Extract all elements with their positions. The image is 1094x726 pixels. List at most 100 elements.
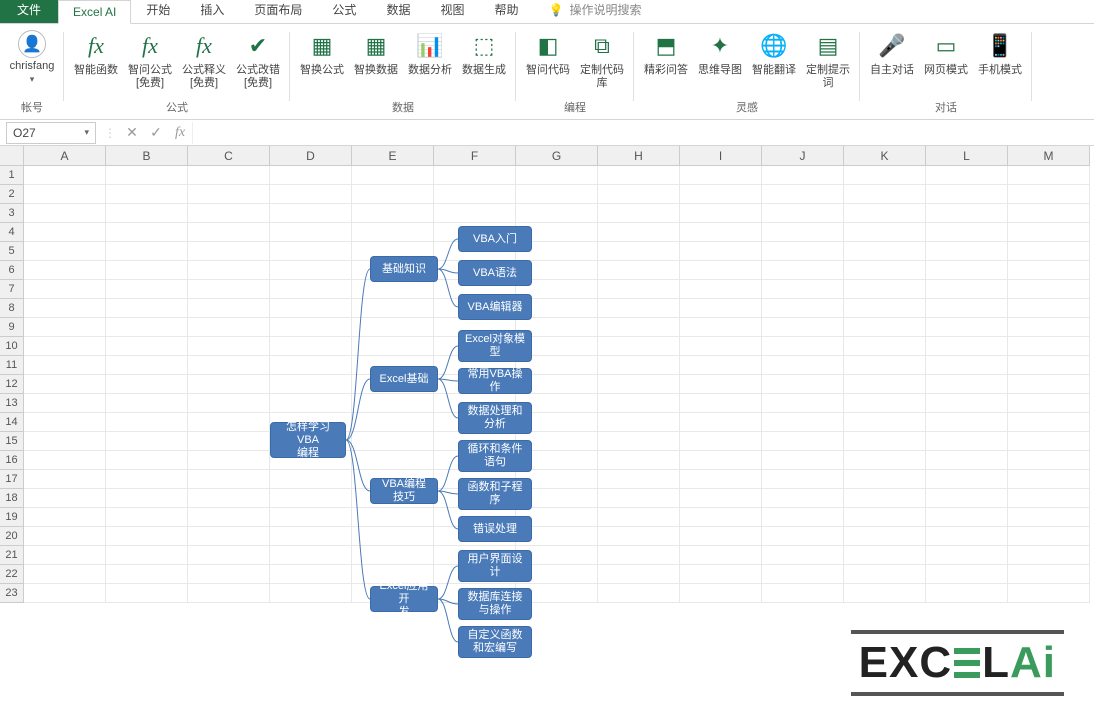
row-header[interactable]: 18	[0, 489, 24, 508]
ribbon-button[interactable]: ⬚数据生成	[458, 28, 510, 79]
row-header[interactable]: 14	[0, 413, 24, 432]
cell[interactable]	[926, 432, 1008, 451]
cell[interactable]	[24, 204, 106, 223]
cell[interactable]	[188, 451, 270, 470]
cell[interactable]	[516, 166, 598, 185]
cell[interactable]	[434, 546, 516, 565]
cell[interactable]	[106, 432, 188, 451]
column-header[interactable]: C	[188, 146, 270, 166]
column-header[interactable]: B	[106, 146, 188, 166]
enter-button[interactable]: ✓	[144, 124, 168, 141]
cell[interactable]	[352, 546, 434, 565]
cell[interactable]	[598, 318, 680, 337]
cell[interactable]	[352, 394, 434, 413]
cell[interactable]	[352, 242, 434, 261]
cell[interactable]	[106, 470, 188, 489]
cell[interactable]	[1008, 565, 1090, 584]
cell[interactable]	[844, 565, 926, 584]
cell[interactable]	[598, 375, 680, 394]
ribbon-button[interactable]: ✦思维导图	[694, 28, 746, 79]
cell[interactable]	[352, 584, 434, 603]
cell[interactable]	[598, 470, 680, 489]
column-header[interactable]: J	[762, 146, 844, 166]
cell[interactable]	[1008, 546, 1090, 565]
cell[interactable]	[270, 413, 352, 432]
cell[interactable]	[762, 299, 844, 318]
cell[interactable]	[680, 394, 762, 413]
tab-file[interactable]: 文件	[0, 0, 58, 23]
cell[interactable]	[762, 280, 844, 299]
cell[interactable]	[680, 204, 762, 223]
cell[interactable]	[1008, 299, 1090, 318]
row-header[interactable]: 2	[0, 185, 24, 204]
cell[interactable]	[352, 204, 434, 223]
row-header[interactable]: 6	[0, 261, 24, 280]
cell[interactable]	[516, 565, 598, 584]
row-header[interactable]: 5	[0, 242, 24, 261]
cell[interactable]	[188, 527, 270, 546]
cell[interactable]	[106, 185, 188, 204]
cell[interactable]	[844, 337, 926, 356]
cell[interactable]	[1008, 451, 1090, 470]
cell[interactable]	[926, 166, 1008, 185]
cell[interactable]	[598, 223, 680, 242]
cell[interactable]	[844, 356, 926, 375]
cell[interactable]	[762, 489, 844, 508]
cell[interactable]	[762, 375, 844, 394]
cell[interactable]	[1008, 432, 1090, 451]
cell[interactable]	[24, 223, 106, 242]
cell[interactable]	[598, 413, 680, 432]
cell[interactable]	[106, 299, 188, 318]
cell[interactable]	[106, 223, 188, 242]
cell[interactable]	[270, 375, 352, 394]
ribbon-button[interactable]: ◧智问代码	[522, 28, 574, 79]
cell[interactable]	[24, 546, 106, 565]
cell[interactable]	[270, 166, 352, 185]
cell[interactable]	[762, 546, 844, 565]
row-header[interactable]: 3	[0, 204, 24, 223]
cell[interactable]	[762, 223, 844, 242]
row-header[interactable]: 21	[0, 546, 24, 565]
cell[interactable]	[926, 489, 1008, 508]
cell[interactable]	[598, 337, 680, 356]
column-header[interactable]: D	[270, 146, 352, 166]
cell[interactable]	[352, 280, 434, 299]
cell[interactable]	[598, 527, 680, 546]
cell[interactable]	[1008, 185, 1090, 204]
cell[interactable]	[188, 413, 270, 432]
cell[interactable]	[762, 413, 844, 432]
cell[interactable]	[106, 451, 188, 470]
cancel-button[interactable]: ✕	[120, 124, 144, 141]
cell[interactable]	[270, 527, 352, 546]
cell[interactable]	[24, 565, 106, 584]
cell[interactable]	[106, 318, 188, 337]
ribbon-button[interactable]: ▭网页模式	[920, 28, 972, 79]
select-all-corner[interactable]	[0, 146, 24, 166]
cell[interactable]	[24, 337, 106, 356]
cell[interactable]	[188, 280, 270, 299]
cell[interactable]	[762, 318, 844, 337]
cell[interactable]	[680, 470, 762, 489]
cell[interactable]	[516, 337, 598, 356]
cell[interactable]	[24, 394, 106, 413]
cell[interactable]	[680, 432, 762, 451]
cell[interactable]	[106, 527, 188, 546]
column-header[interactable]: H	[598, 146, 680, 166]
cell[interactable]	[762, 356, 844, 375]
cell[interactable]	[516, 242, 598, 261]
row-header[interactable]: 22	[0, 565, 24, 584]
cell[interactable]	[106, 489, 188, 508]
cell[interactable]	[1008, 527, 1090, 546]
cell[interactable]	[516, 318, 598, 337]
cell[interactable]	[1008, 470, 1090, 489]
row-header[interactable]: 7	[0, 280, 24, 299]
cell[interactable]	[598, 204, 680, 223]
cell[interactable]	[188, 546, 270, 565]
cell[interactable]	[24, 261, 106, 280]
cell[interactable]	[598, 546, 680, 565]
cell[interactable]	[434, 432, 516, 451]
cell[interactable]	[24, 584, 106, 603]
cell[interactable]	[352, 375, 434, 394]
cell[interactable]	[106, 337, 188, 356]
cell[interactable]	[434, 337, 516, 356]
